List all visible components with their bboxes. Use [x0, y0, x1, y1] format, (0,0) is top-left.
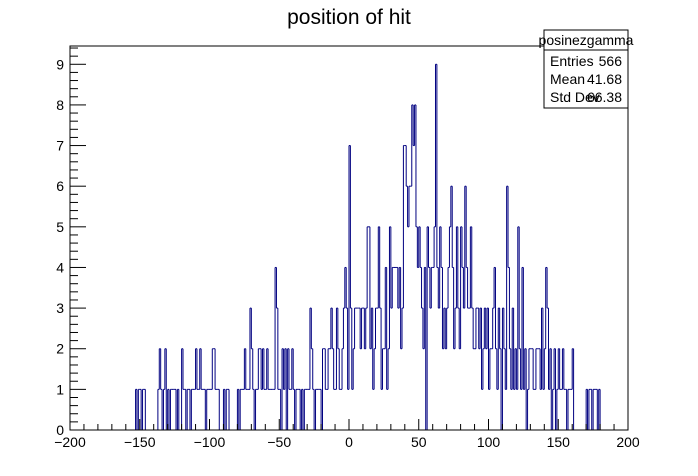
stats-box-frame [543, 29, 629, 109]
stats-mean-label: Mean [550, 71, 585, 87]
x-tick-label: 50 [411, 434, 427, 450]
x-tick-label: 200 [616, 434, 640, 450]
y-tick-label: 2 [56, 341, 64, 357]
y-tick-label: 5 [56, 219, 64, 235]
histogram-series [135, 63, 601, 430]
x-axis: −200 −150 −100 −50 0 50 100 150 200 [54, 419, 640, 450]
x-tick-label: 100 [477, 434, 501, 450]
stats-stddev-value: 66.38 [587, 89, 622, 105]
stats-entries-label: Entries [550, 53, 594, 69]
stats-box: posinezgamma Entries 566 Mean 41.68 Std … [539, 29, 634, 109]
x-tick-label: 150 [547, 434, 571, 450]
y-tick-label: 8 [56, 97, 64, 113]
y-tick-label: 3 [56, 300, 64, 316]
chart-title: position of hit [287, 6, 411, 29]
x-tick-label: 0 [345, 434, 353, 450]
y-tick-label: 1 [56, 381, 64, 397]
x-tick-label: −100 [194, 434, 226, 450]
x-tick-label: −150 [124, 434, 156, 450]
stats-entries-value: 566 [599, 53, 623, 69]
stats-mean-value: 41.68 [587, 71, 622, 87]
y-tick-label: 6 [56, 178, 64, 194]
y-tick-label: 4 [56, 259, 64, 275]
y-axis: 0 1 2 3 4 5 6 7 8 9 [56, 47, 86, 438]
x-tick-label: −200 [54, 434, 86, 450]
stats-stddev-label: Std Dev [550, 89, 600, 105]
y-tick-label: 9 [56, 56, 64, 72]
y-tick-label: 7 [56, 138, 64, 154]
stats-histogram-name: posinezgamma [539, 32, 634, 48]
y-tick-label: 0 [56, 422, 64, 438]
x-tick-label: −50 [267, 434, 291, 450]
